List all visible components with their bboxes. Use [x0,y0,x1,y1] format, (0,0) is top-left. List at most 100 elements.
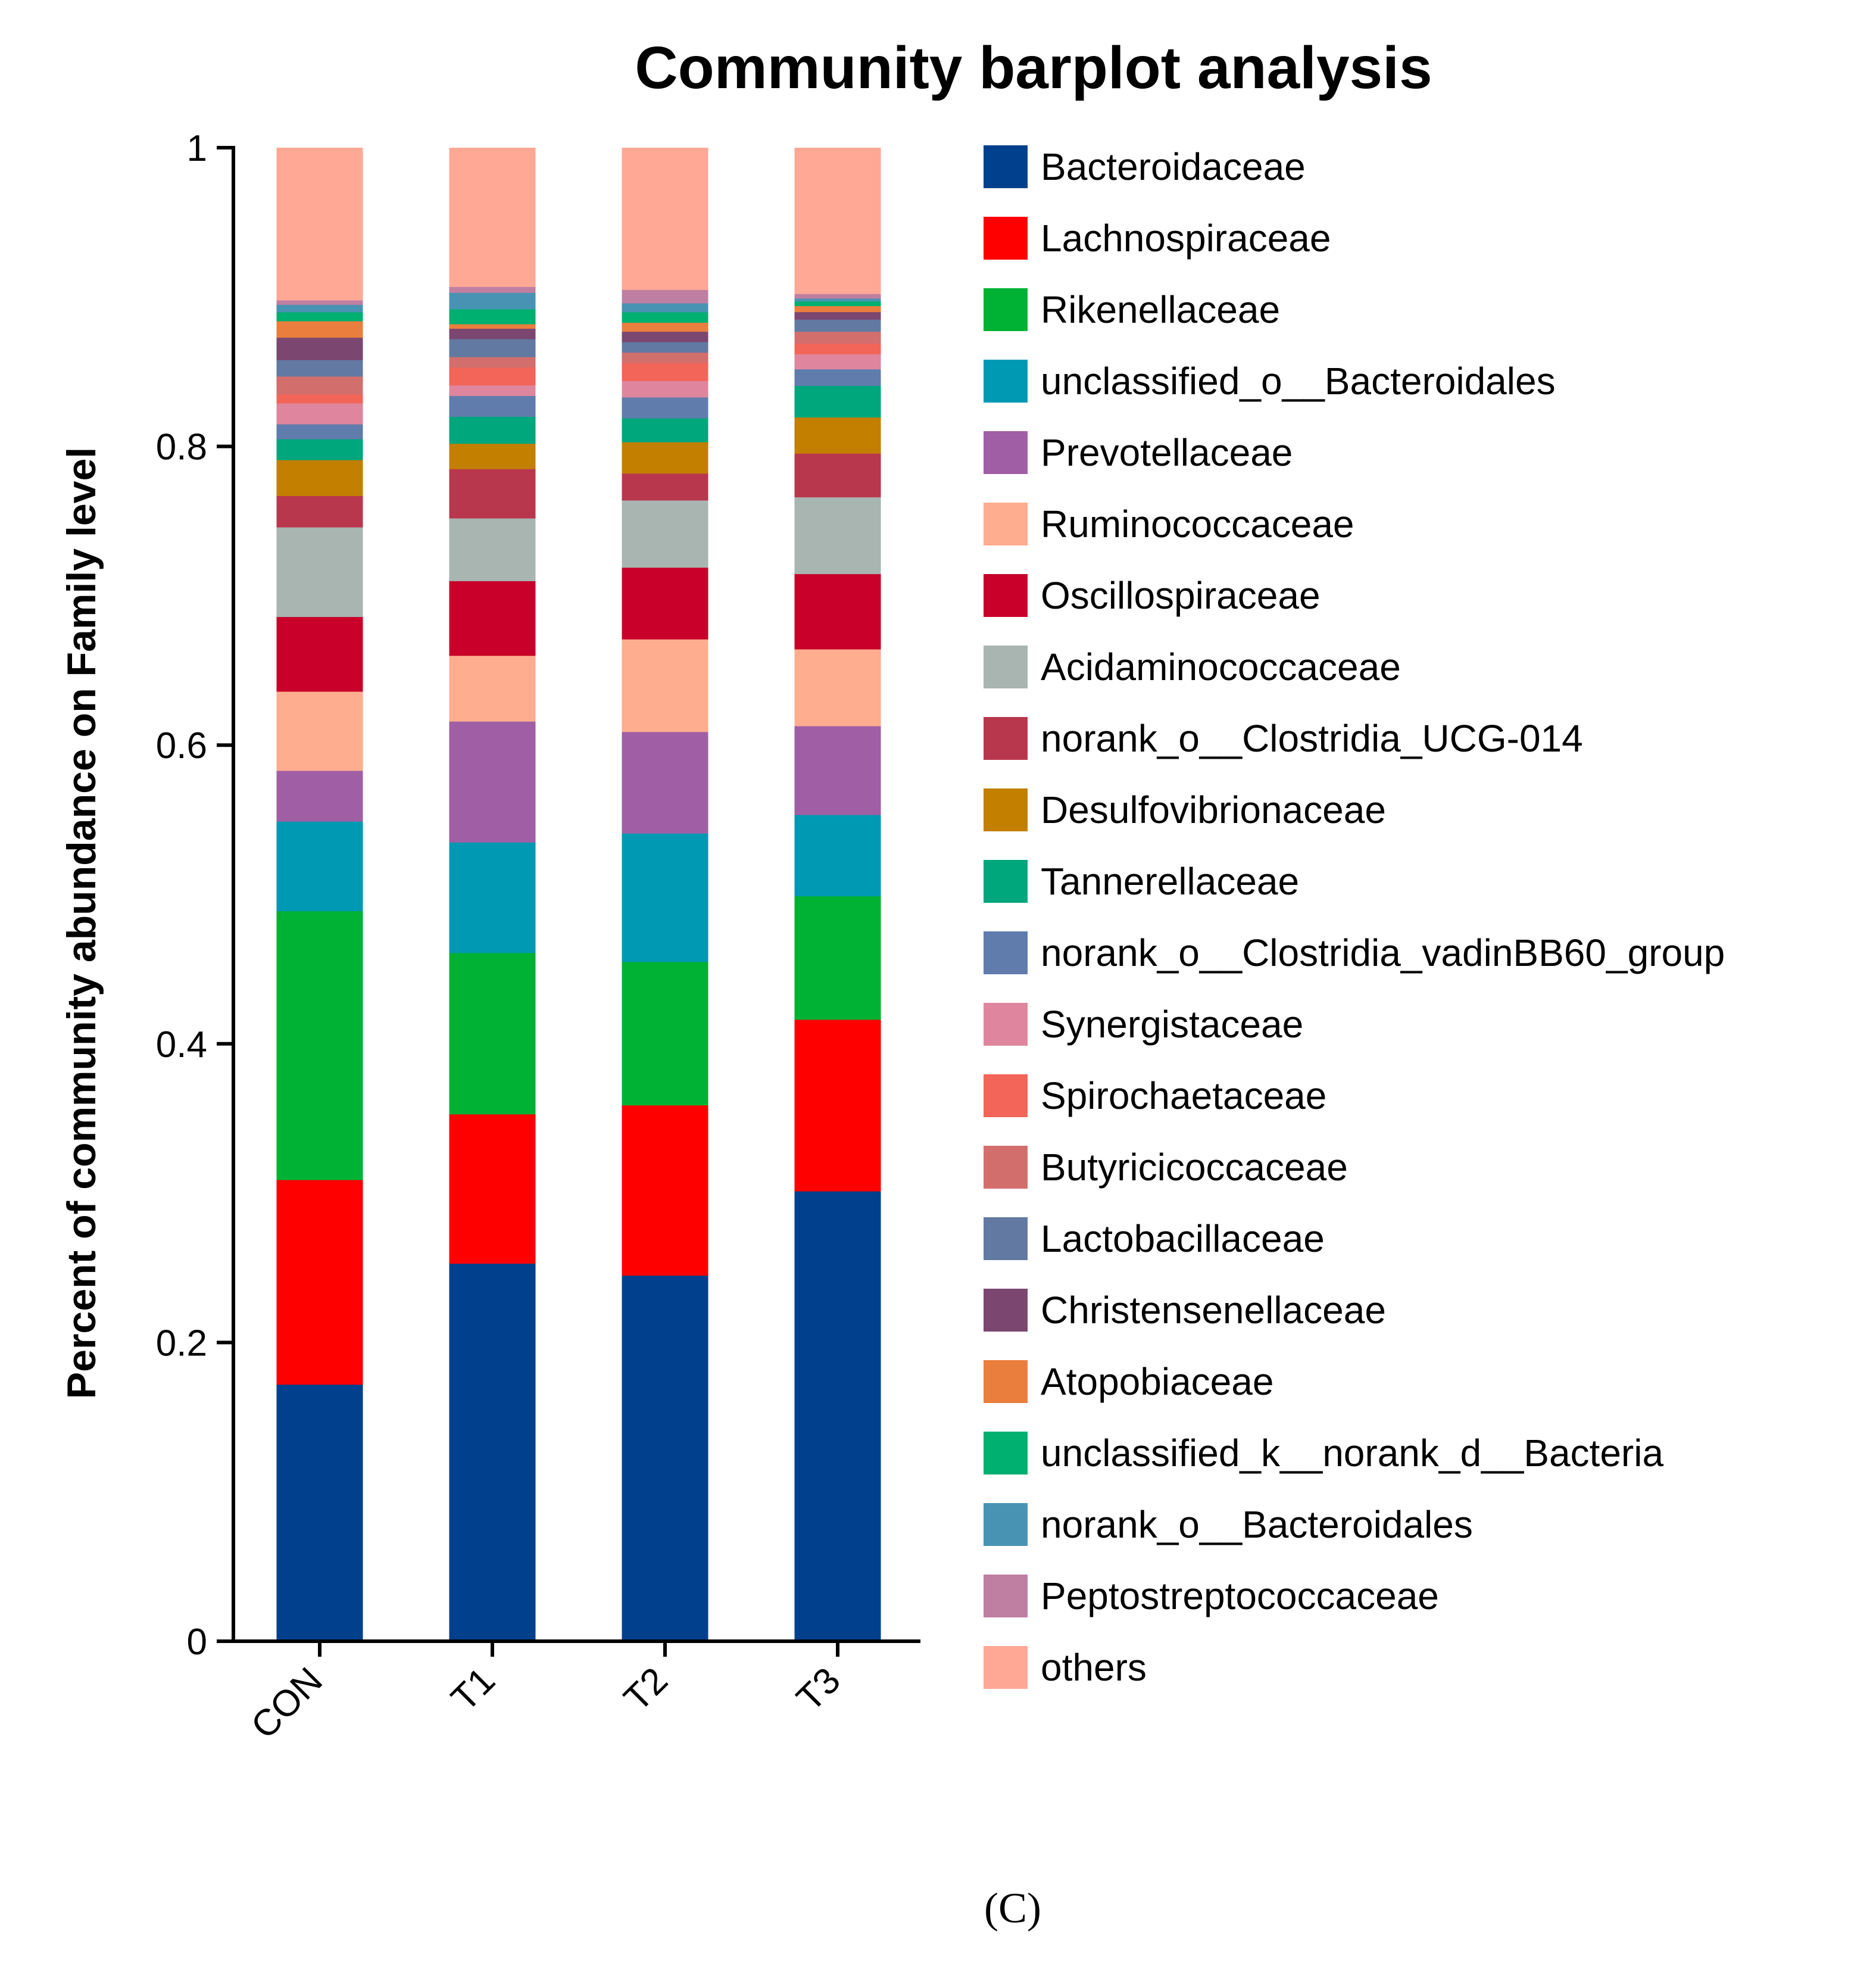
bar-segment-t1-7 [449,518,536,581]
bar-segment-t2-12 [622,381,708,398]
bar-segment-t2-19 [622,303,708,313]
bar-segment-con-13 [276,394,363,404]
bar-segment-t1-12 [449,385,536,396]
bar-segment-t3-16 [794,311,881,320]
legend-swatch [984,145,1028,188]
bar-segment-t2-14 [622,352,708,363]
axes [232,146,920,1643]
bar-segment-con-4 [276,770,363,822]
y-ticks: 0 0.2 0.4 0.6 0.8 1 [156,128,233,1663]
bar-segment-con-14 [276,376,363,395]
legend-label: Desulfovibrionaceae [1041,788,1386,831]
bar-segment-con-15 [276,360,363,377]
bar-segment-con-1 [276,1180,363,1385]
bar-segment-t2-6 [622,567,708,640]
bar-segment-con-18 [276,311,363,322]
bar-segment-con-7 [276,527,363,618]
legend-label: Bacteroidaceae [1041,145,1306,188]
bar-segment-t1-14 [449,357,536,368]
bar-segment-t3-7 [794,497,881,575]
legend-label: Oscillospiraceae [1041,574,1321,617]
bar-segment-con-20 [276,300,363,305]
legend-swatch [984,1575,1028,1617]
legend-swatch [984,931,1028,974]
bar-segment-con-21 [276,148,363,301]
bar-segment-t3-14 [794,331,881,344]
legend-swatch [984,646,1028,688]
bar-segment-t2-20 [622,289,708,304]
bar-segment-t2-7 [622,500,708,568]
y-tick-label: 0.6 [156,725,207,766]
bar-segment-t1-10 [449,416,536,444]
legend-label: Tannerellaceae [1041,860,1299,903]
bar-segment-t1-9 [449,443,536,469]
bar-segment-t3-21 [794,148,881,294]
bar-segment-t3-19 [794,298,881,302]
bar-segment-t1-17 [449,323,536,329]
legend-swatch [984,503,1028,545]
bar-segment-t3-5 [794,649,881,727]
y-tick-label: 0 [187,1622,207,1663]
bar-segment-t3-6 [794,573,881,650]
bar-segment-t1-6 [449,581,536,656]
bar-segment-t2-3 [622,833,708,962]
chart-title: Community barplot analysis [635,35,1432,101]
legend-label: Lactobacillaceae [1041,1217,1325,1260]
x-ticks: CON T1 T2 T3 [244,1641,848,1747]
legend-swatch [984,717,1028,760]
legend-swatch [984,1217,1028,1260]
bar-segment-t3-13 [794,343,881,354]
bar-segment-con-5 [276,691,363,771]
bar-segment-t1-20 [449,286,536,293]
legend-label: others [1041,1646,1147,1689]
bar-segment-con-16 [276,337,363,360]
bar-segment-con-10 [276,439,363,460]
bar-segment-t3-15 [794,319,881,332]
bar-segment-con-3 [276,821,363,912]
bar-segment-con-6 [276,616,363,692]
legend-label: unclassified_o__Bacteroidales [1041,360,1556,403]
bar-stack-con [276,148,363,1642]
legend-swatch [984,788,1028,831]
bar-segment-t2-8 [622,473,708,501]
legend-swatch [984,1503,1028,1546]
bar-segment-t2-11 [622,397,708,419]
legend-swatch [984,217,1028,260]
bar-segment-t1-4 [449,721,536,843]
bar-segment-t3-9 [794,417,881,454]
legend-label: Lachnospiraceae [1041,217,1331,260]
y-tick-label: 1 [187,128,207,169]
bar-segment-t1-0 [449,1263,536,1642]
bar-segment-con-11 [276,423,363,439]
legend-label: Ruminococcaceae [1041,503,1354,545]
bar-segment-t2-18 [622,311,708,323]
legend-swatch [984,1074,1028,1117]
bar-segment-t3-17 [794,305,881,313]
bar-segment-t1-18 [449,308,536,325]
bar-segment-t3-8 [794,453,881,498]
bar-segment-t2-17 [622,322,708,332]
legend-label: Rikenellaceae [1041,288,1280,331]
legend-label: Peptostreptococcaceae [1041,1575,1439,1617]
bar-segment-t3-12 [794,354,881,370]
bar-stack-t1 [449,148,536,1642]
bar-segment-t3-10 [794,385,881,418]
legend-label: Butyricicoccaceae [1041,1146,1348,1189]
bar-segment-con-9 [276,460,363,496]
bar-segment-t1-5 [449,655,536,722]
legend-swatch [984,1289,1028,1332]
bar-stack-t2 [622,148,708,1642]
bar-stacks [276,148,881,1642]
bar-segment-con-8 [276,495,363,528]
legend-swatch [984,1003,1028,1046]
bar-segment-t2-1 [622,1105,708,1276]
bar-segment-t1-16 [449,328,536,339]
bar-segment-t3-4 [794,725,881,815]
bar-segment-con-12 [276,403,363,425]
bar-segment-t2-4 [622,731,708,834]
legend-label: Spirochaetaceae [1041,1074,1326,1117]
bar-segment-t3-2 [794,896,881,1020]
bar-segment-t3-11 [794,369,881,386]
bar-segment-t3-3 [794,815,881,897]
